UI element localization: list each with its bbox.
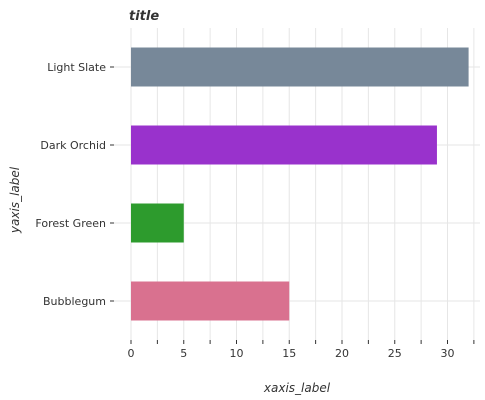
y-tick-label: Forest Green [35, 217, 106, 230]
y-tick-label: Light Slate [47, 61, 106, 74]
bar-forest-green [131, 203, 184, 243]
x-axis-ticks: 0 5 10 15 20 25 30 [128, 340, 475, 360]
y-tick-label: Bubblegum [43, 295, 106, 308]
bars [131, 47, 469, 321]
bar-dark-orchid [131, 125, 437, 165]
y-tick-label: Dark Orchid [40, 139, 106, 152]
x-tick-label: 15 [282, 347, 296, 360]
y-axis-ticks: Bubblegum Forest Green Dark Orchid Light Sl… [35, 61, 114, 308]
x-tick-label: 5 [180, 347, 187, 360]
y-axis-label: yaxis_label [8, 166, 22, 234]
x-tick-label: 10 [230, 347, 244, 360]
x-tick-label: 30 [441, 347, 455, 360]
x-tick-label: 0 [128, 347, 135, 360]
x-tick-label: 25 [388, 347, 402, 360]
x-axis-label: xaxis_label [263, 381, 331, 395]
bar-light-slate [131, 47, 469, 87]
x-tick-label: 20 [335, 347, 349, 360]
chart-title: title [129, 9, 159, 24]
bar-bubblegum [131, 281, 290, 321]
